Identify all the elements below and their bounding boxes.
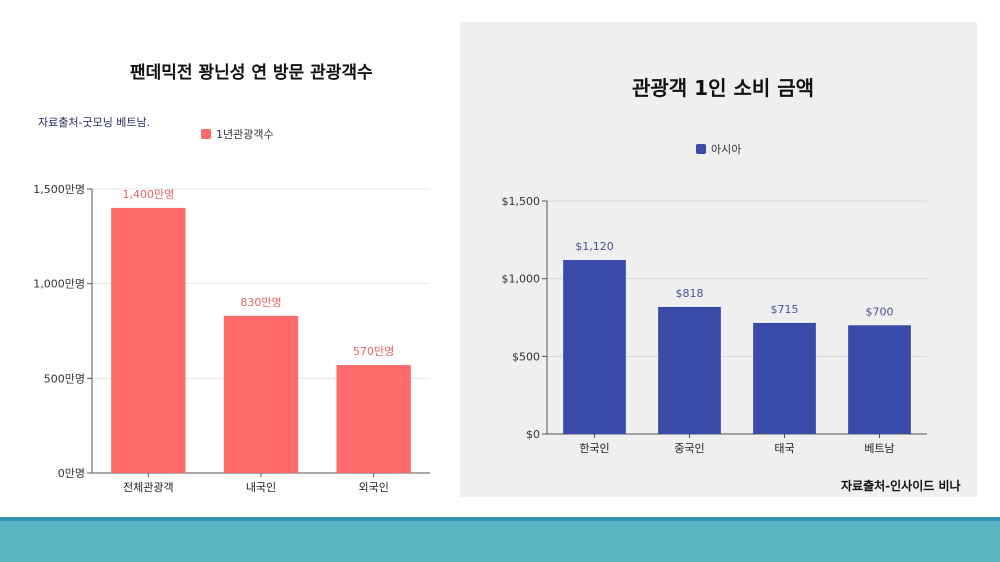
right-bar xyxy=(753,322,816,434)
footer-band xyxy=(0,521,1000,562)
right-legend-swatch xyxy=(696,144,706,154)
left-data-label: 1,400만명 xyxy=(122,188,174,201)
left-y-tick-label: 500만명 xyxy=(44,372,85,385)
right-data-label: $818 xyxy=(676,287,704,300)
right-data-label: $700 xyxy=(866,305,894,318)
right-bar-chart: $0 $500 $1,000 $1,500 한국인 $1,120 중국인 $818 태국 $715… xyxy=(502,195,927,455)
right-y-tick-label: $500 xyxy=(512,350,540,363)
right-y-tick-label: $1,000 xyxy=(502,273,541,286)
left-data-label: 830만명 xyxy=(240,296,281,309)
left-legend-swatch xyxy=(201,129,211,139)
left-bar xyxy=(336,365,411,473)
right-y-tick-label: $0 xyxy=(526,428,540,441)
left-x-tick-label: 내국인 xyxy=(246,481,276,494)
right-data-label: $1,120 xyxy=(575,240,614,253)
left-x-tick-label: 외국인 xyxy=(358,481,388,494)
right-chart-title: 관광객 1인 소비 금액 xyxy=(632,76,815,100)
right-bar xyxy=(848,325,911,434)
left-data-label: 570만명 xyxy=(353,345,394,358)
left-chart-panel: 팬데믹전 꽝닌성 연 방문 관광객수 자료출처-굿모닝 베트남. 1년관광객수 … xyxy=(0,0,450,500)
left-y-tick-label: 1,000만명 xyxy=(33,278,85,291)
left-chart-title: 팬데믹전 꽝닌성 연 방문 관광객수 xyxy=(130,63,373,83)
footer-divider xyxy=(0,517,1000,521)
right-x-tick-label: 한국인 xyxy=(579,442,609,455)
left-y-tick-label: 0만명 xyxy=(58,467,85,480)
left-bar xyxy=(223,315,299,473)
right-bar xyxy=(563,260,626,434)
left-chart-source: 자료출처-굿모닝 베트남. xyxy=(38,116,151,129)
right-data-label: $715 xyxy=(771,303,799,316)
left-y-tick-label: 1,500만명 xyxy=(33,183,85,196)
right-y-tick-label: $1,500 xyxy=(502,195,541,208)
left-x-tick-label: 전체관광객 xyxy=(123,481,174,494)
right-legend-label: 아시아 xyxy=(711,143,742,156)
right-chart-legend: 아시아 xyxy=(696,141,741,157)
right-bar xyxy=(658,306,721,434)
left-legend-label: 1년관광객수 xyxy=(216,128,274,141)
right-x-tick-label: 베트남 xyxy=(864,442,894,455)
left-bar xyxy=(111,207,186,473)
right-chart-panel: 관광객 1인 소비 금액 아시아 자료출처-인사이드 비나 $0 $500 $1,0… xyxy=(460,22,977,497)
left-chart-legend: 1년관광객수 xyxy=(201,126,274,142)
right-x-tick-label: 태국 xyxy=(774,442,794,455)
right-chart-source: 자료출처-인사이드 비나 xyxy=(841,479,961,493)
right-x-tick-label: 중국인 xyxy=(674,442,704,455)
